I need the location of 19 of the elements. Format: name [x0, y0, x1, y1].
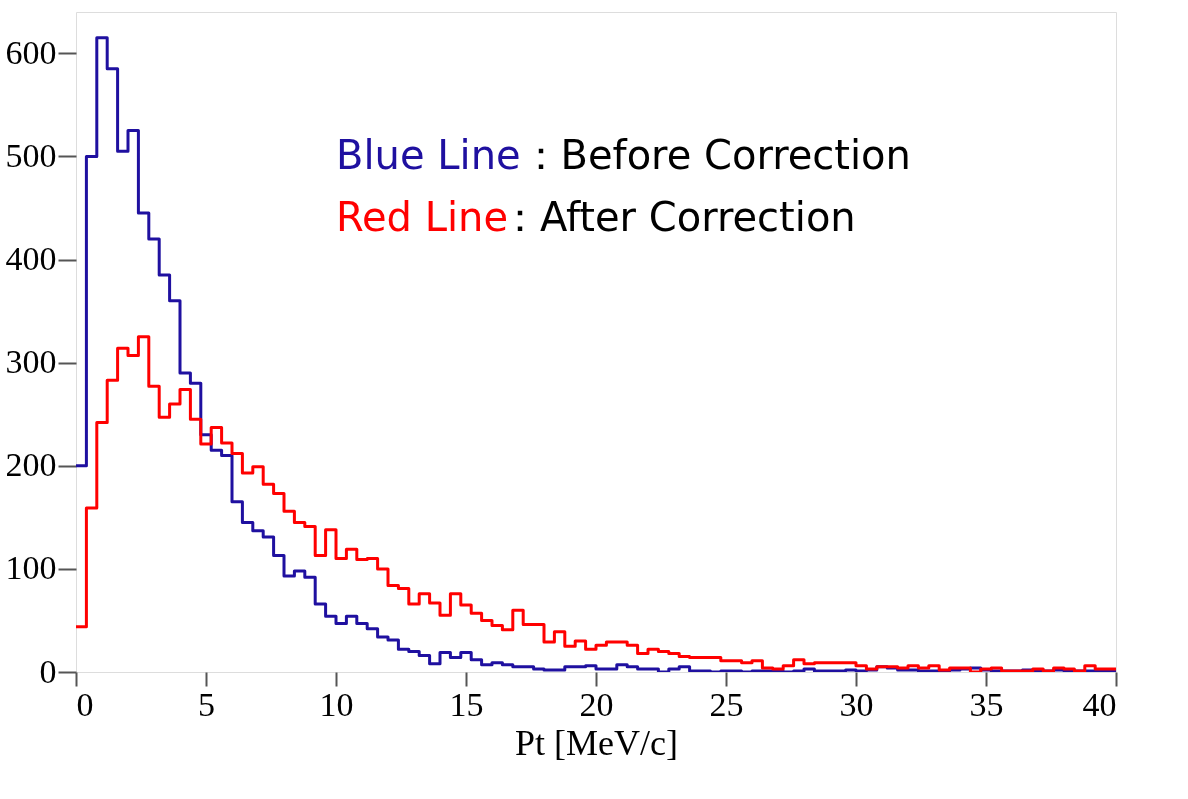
y-tick-label: 300	[5, 343, 57, 381]
text: Red Line：After Correction	[336, 194, 856, 241]
y-tick-label: 200	[5, 446, 57, 484]
y-tick-label: 500	[5, 136, 57, 174]
x-tick-label: 25	[709, 685, 744, 723]
x-tick-label: 15	[449, 685, 484, 723]
x-tick-label: 30	[839, 685, 874, 723]
x-axis-title: Pt [MeV/c]	[515, 722, 678, 763]
x-tick-label: 20	[579, 685, 614, 723]
y-tick-label: 0	[39, 652, 57, 690]
x-tick-label: 0	[76, 685, 94, 723]
y-tick-label: 100	[5, 549, 57, 587]
y-tick-label: 600	[5, 33, 57, 71]
x-tick-label: 10	[319, 685, 354, 723]
x-tick-label: 35	[969, 685, 1004, 723]
x-tick-label: 40	[1082, 685, 1117, 723]
x-tick-label: 5	[198, 685, 215, 723]
y-tick-label: 400	[5, 240, 57, 277]
text: Blue Line：Before Correction	[336, 132, 911, 179]
